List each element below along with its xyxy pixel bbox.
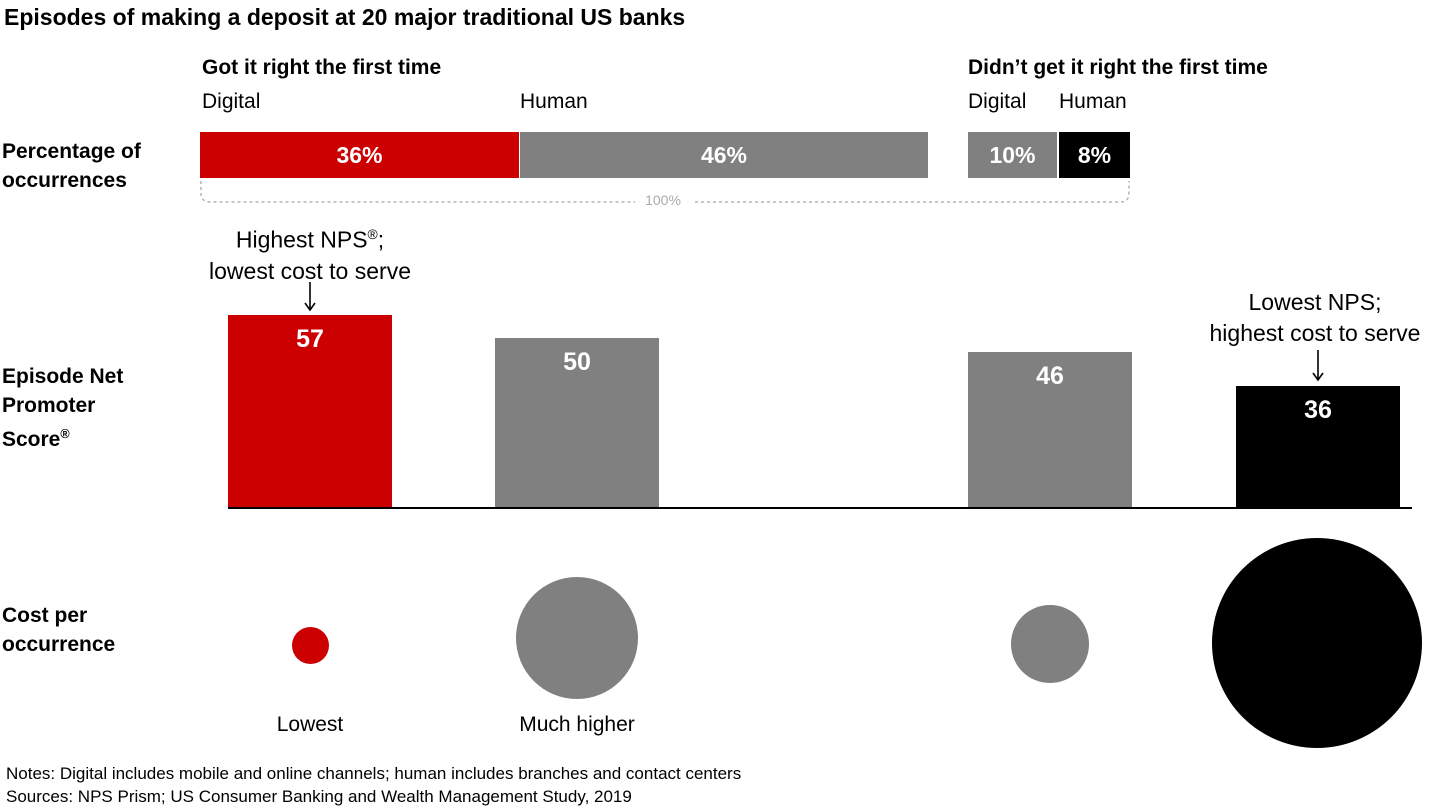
registered-mark: ® bbox=[60, 427, 70, 441]
annotation-lowest-line2: highest cost to serve bbox=[1209, 320, 1421, 346]
nps-value-label: 50 bbox=[563, 348, 591, 376]
percentage-value-label: 46% bbox=[700, 141, 748, 168]
nps-bar: 46 bbox=[968, 352, 1132, 507]
group-not-first-time: Didn’t get it right the first time bbox=[968, 56, 1268, 79]
row-label-nps-line1: Episode Net bbox=[2, 365, 124, 388]
annotation-lowest-line1: Lowest NPS; bbox=[1248, 289, 1382, 315]
row-label-cost: Cost per occurrence bbox=[2, 604, 116, 656]
annotation-highest-line1: Highest NPS bbox=[235, 226, 368, 253]
baseline bbox=[228, 507, 1412, 509]
cost-circle bbox=[515, 576, 639, 700]
nps-value-label: 57 bbox=[296, 325, 324, 353]
sources-line: Sources: NPS Prism; US Consumer Banking … bbox=[6, 787, 632, 806]
nps-bar: 57 bbox=[228, 315, 392, 507]
nps-value-label: 36 bbox=[1304, 396, 1332, 424]
annotation-lowest: Lowest NPS; highest cost to serve bbox=[1190, 287, 1440, 349]
subgroup-digital-1: Digital bbox=[202, 90, 261, 113]
row-label-percentage: Percentage of occurrences bbox=[2, 140, 141, 192]
percentage-segment: 36% bbox=[200, 132, 519, 178]
annotation-highest-suffix: ; bbox=[377, 226, 385, 253]
row-label-nps: Episode Net Promoter Score® bbox=[2, 362, 192, 454]
group-first-time: Got it right the first time bbox=[202, 56, 442, 79]
arrow-down-icon bbox=[304, 282, 316, 312]
subgroup-human-1: Human bbox=[520, 90, 588, 113]
cost-circle bbox=[1211, 537, 1423, 749]
cost-circle bbox=[291, 626, 329, 664]
percentage-value-label: 8% bbox=[1077, 141, 1112, 168]
total-bracket bbox=[200, 181, 1130, 203]
percentage-segment: 10% bbox=[968, 132, 1057, 178]
annotation-highest-line2: lowest cost to serve bbox=[209, 257, 411, 284]
registered-mark: ® bbox=[367, 227, 378, 242]
arrow-down-icon bbox=[1312, 350, 1324, 382]
notes-line: Notes: Digital includes mobile and onlin… bbox=[6, 764, 742, 783]
cost-circle bbox=[1011, 605, 1089, 683]
subgroup-human-2: Human bbox=[1059, 90, 1127, 113]
total-label: 100% bbox=[645, 192, 681, 208]
cost-label-lowest: Lowest bbox=[276, 713, 344, 736]
row-label-nps-line3: Score bbox=[2, 428, 61, 451]
percentage-segment: 8% bbox=[1059, 132, 1130, 178]
subgroup-digital-2: Digital bbox=[968, 90, 1027, 113]
nps-value-label: 46 bbox=[1036, 362, 1064, 390]
percentage-segment: 46% bbox=[520, 132, 928, 178]
nps-bar: 50 bbox=[495, 338, 659, 507]
row-label-nps-line2: Promoter bbox=[2, 394, 96, 417]
cost-label-much-higher: Much higher bbox=[519, 713, 635, 736]
percentage-value-label: 36% bbox=[336, 141, 383, 168]
nps-bar: 36 bbox=[1236, 386, 1400, 507]
chart-title: Episodes of making a deposit at 20 major… bbox=[4, 4, 686, 30]
percentage-value-label: 10% bbox=[989, 141, 1036, 168]
annotation-highest: Highest NPS®; lowest cost to serve bbox=[180, 219, 440, 287]
